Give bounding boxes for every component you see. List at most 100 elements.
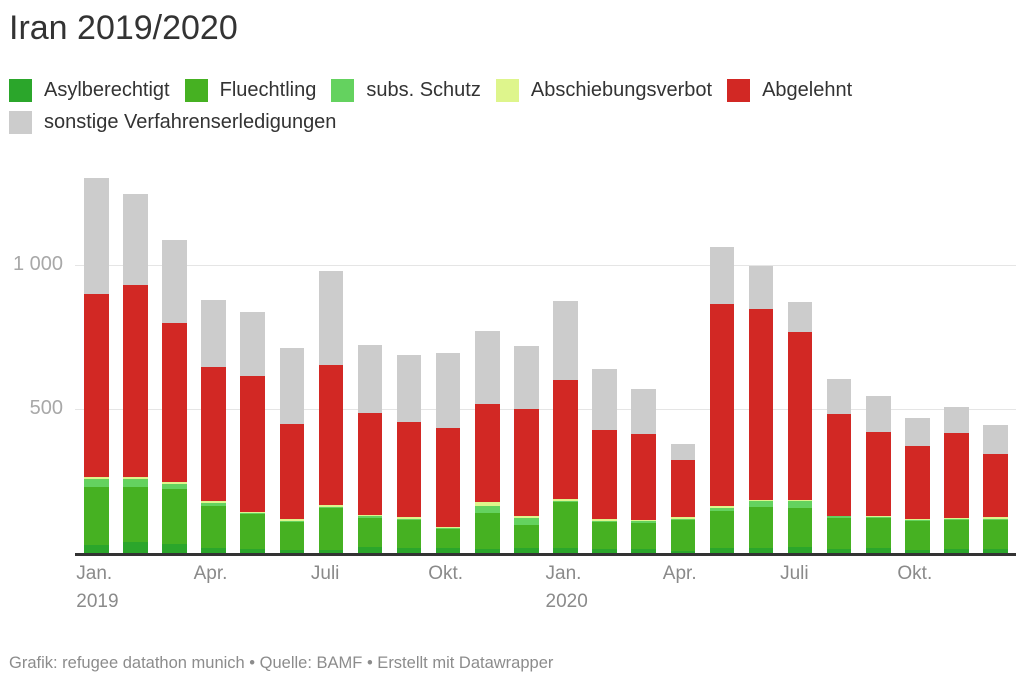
bar-segment-abgelehnt[interactable] <box>84 294 109 477</box>
bar-segment-fluechtling[interactable] <box>318 508 344 550</box>
bar-segment-sonstige-verfahrenserledigungen[interactable] <box>748 266 774 309</box>
bar-segment-fluechtling[interactable] <box>279 521 304 551</box>
bar-segment-subs-schutz[interactable] <box>435 528 461 530</box>
bar-segment-fluechtling[interactable] <box>553 501 578 549</box>
bar-segment-abschiebungsverbot[interactable] <box>826 515 852 517</box>
bar-segment-sonstige-verfahrenserledigungen[interactable] <box>592 368 617 430</box>
bar-segment-subs-schutz[interactable] <box>84 478 109 487</box>
bar-juli-2020[interactable] <box>787 302 813 555</box>
bar-segment-abschiebungsverbot[interactable] <box>709 506 735 508</box>
bar-segment-sonstige-verfahrenserledigungen[interactable] <box>826 379 852 415</box>
bar-segment-asylberechtigt[interactable] <box>84 544 109 555</box>
bar-segment-abschiebungsverbot[interactable] <box>983 517 1008 519</box>
bar-segment-asylberechtigt[interactable] <box>201 548 226 555</box>
bar-m-rz-2020[interactable] <box>631 388 656 555</box>
bar-segment-sonstige-verfahrenserledigungen[interactable] <box>709 247 735 304</box>
bar-segment-abschiebungsverbot[interactable] <box>357 514 383 517</box>
bar-dez-2020[interactable] <box>983 425 1008 555</box>
bar-segment-fluechtling[interactable] <box>475 513 500 550</box>
bar-segment-abgelehnt[interactable] <box>787 331 813 501</box>
bar-segment-asylberechtigt[interactable] <box>631 549 656 555</box>
bar-segment-asylberechtigt[interactable] <box>748 547 774 555</box>
bar-juni-2020[interactable] <box>748 266 774 555</box>
bar-segment-fluechtling[interactable] <box>631 522 656 550</box>
bar-segment-abschiebungsverbot[interactable] <box>748 499 774 502</box>
bar-segment-subs-schutz[interactable] <box>592 520 617 522</box>
bar-segment-abschiebungsverbot[interactable] <box>631 520 656 522</box>
bar-segment-sonstige-verfahrenserledigungen[interactable] <box>435 353 461 429</box>
bar-segment-sonstige-verfahrenserledigungen[interactable] <box>201 300 226 367</box>
bar-segment-sonstige-verfahrenserledigungen[interactable] <box>670 443 695 460</box>
bar-aug-2020[interactable] <box>826 379 852 555</box>
bar-segment-sonstige-verfahrenserledigungen[interactable] <box>905 417 930 447</box>
bar-segment-abgelehnt[interactable] <box>318 365 344 506</box>
bar-segment-subs-schutz[interactable] <box>866 516 891 518</box>
bar-mai-2019[interactable] <box>240 311 265 555</box>
bar-segment-sonstige-verfahrenserledigungen[interactable] <box>240 311 265 377</box>
bar-segment-abgelehnt[interactable] <box>162 323 187 482</box>
bar-segment-subs-schutz[interactable] <box>162 484 187 489</box>
bar-apr-2019[interactable] <box>201 300 226 555</box>
bar-segment-sonstige-verfahrenserledigungen[interactable] <box>162 239 187 324</box>
bar-segment-abschiebungsverbot[interactable] <box>162 481 187 485</box>
bar-segment-abgelehnt[interactable] <box>983 453 1008 518</box>
bar-segment-abgelehnt[interactable] <box>866 431 891 516</box>
bar-segment-fluechtling[interactable] <box>592 521 617 550</box>
bar-segment-fluechtling[interactable] <box>357 517 383 547</box>
bar-segment-abschiebungsverbot[interactable] <box>396 517 422 519</box>
bar-segment-sonstige-verfahrenserledigungen[interactable] <box>475 330 500 404</box>
bar-segment-asylberechtigt[interactable] <box>514 548 539 555</box>
bar-segment-subs-schutz[interactable] <box>514 517 539 526</box>
bar-m-rz-2019[interactable] <box>162 239 187 556</box>
bar-segment-asylberechtigt[interactable] <box>475 549 500 555</box>
bar-segment-sonstige-verfahrenserledigungen[interactable] <box>123 193 148 285</box>
bar-segment-subs-schutz[interactable] <box>318 506 344 509</box>
bar-juli-2019[interactable] <box>318 271 344 555</box>
bar-segment-abgelehnt[interactable] <box>631 434 656 521</box>
bar-segment-sonstige-verfahrenserledigungen[interactable] <box>553 301 578 381</box>
bar-segment-abgelehnt[interactable] <box>826 414 852 516</box>
bar-segment-subs-schutz[interactable] <box>670 518 695 521</box>
bar-segment-subs-schutz[interactable] <box>475 506 500 514</box>
bar-segment-abgelehnt[interactable] <box>240 376 265 512</box>
bar-segment-asylberechtigt[interactable] <box>396 548 422 555</box>
bar-segment-abgelehnt[interactable] <box>279 423 304 520</box>
bar-segment-abgelehnt[interactable] <box>709 303 735 507</box>
bar-segment-sonstige-verfahrenserledigungen[interactable] <box>631 388 656 435</box>
bar-segment-subs-schutz[interactable] <box>357 516 383 518</box>
bar-segment-abschiebungsverbot[interactable] <box>475 502 500 507</box>
bar-segment-asylberechtigt[interactable] <box>983 549 1008 555</box>
bar-segment-sonstige-verfahrenserledigungen[interactable] <box>357 345 383 414</box>
bar-segment-abschiebungsverbot[interactable] <box>123 477 148 480</box>
bar-segment-fluechtling[interactable] <box>396 519 422 549</box>
bar-segment-abgelehnt[interactable] <box>670 459 695 518</box>
bar-segment-abschiebungsverbot[interactable] <box>944 517 969 520</box>
bar-segment-abgelehnt[interactable] <box>396 421 422 518</box>
bar-segment-fluechtling[interactable] <box>123 486 148 542</box>
bar-segment-fluechtling[interactable] <box>670 520 695 551</box>
bar-segment-sonstige-verfahrenserledigungen[interactable] <box>514 345 539 410</box>
bar-nov-2019[interactable] <box>475 330 500 555</box>
bar-segment-abschiebungsverbot[interactable] <box>84 476 109 479</box>
bar-segment-subs-schutz[interactable] <box>905 520 930 522</box>
bar-okt-2020[interactable] <box>905 417 930 556</box>
bar-segment-abschiebungsverbot[interactable] <box>514 516 539 518</box>
bar-segment-asylberechtigt[interactable] <box>123 541 148 556</box>
bar-segment-asylberechtigt[interactable] <box>787 546 813 555</box>
bar-segment-fluechtling[interactable] <box>748 507 774 548</box>
bar-segment-abgelehnt[interactable] <box>435 428 461 527</box>
bar-segment-subs-schutz[interactable] <box>787 501 813 509</box>
bar-segment-asylberechtigt[interactable] <box>826 549 852 555</box>
bar-segment-subs-schutz[interactable] <box>553 500 578 502</box>
bar-dez-2019[interactable] <box>514 345 539 555</box>
bar-segment-sonstige-verfahrenserledigungen[interactable] <box>787 302 813 332</box>
bar-segment-fluechtling[interactable] <box>905 521 930 551</box>
bar-segment-subs-schutz[interactable] <box>279 520 304 522</box>
bar-segment-abgelehnt[interactable] <box>201 366 226 502</box>
bar-segment-abgelehnt[interactable] <box>357 413 383 515</box>
bar-segment-subs-schutz[interactable] <box>709 507 735 511</box>
bar-segment-abgelehnt[interactable] <box>475 403 500 503</box>
bar-segment-abgelehnt[interactable] <box>553 380 578 499</box>
bar-segment-sonstige-verfahrenserledigungen[interactable] <box>318 271 344 366</box>
bar-segment-abgelehnt[interactable] <box>514 409 539 517</box>
